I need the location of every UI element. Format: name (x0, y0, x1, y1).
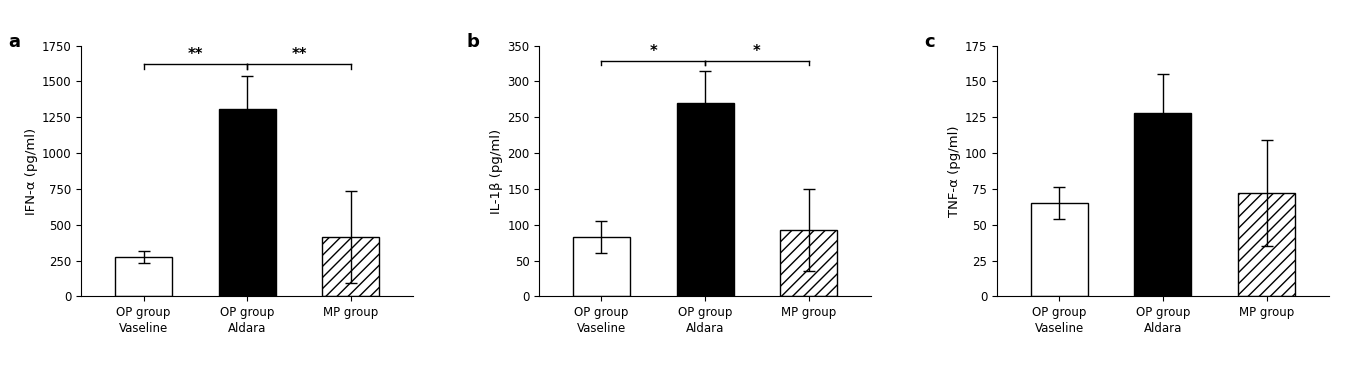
Text: *: * (650, 44, 658, 59)
Text: c: c (923, 33, 934, 51)
Bar (780, 230, 837, 296)
Bar (218, 109, 275, 296)
Bar (1135, 113, 1192, 296)
Bar (115, 257, 172, 296)
Bar (677, 103, 734, 296)
Y-axis label: IL-1β (pg/ml): IL-1β (pg/ml) (490, 128, 503, 214)
Bar (1238, 193, 1295, 296)
Text: b: b (466, 33, 479, 51)
Text: **: ** (292, 48, 306, 62)
Y-axis label: TNF-α (pg/ml): TNF-α (pg/ml) (948, 125, 961, 217)
Bar (574, 237, 631, 296)
Text: **: ** (187, 48, 203, 62)
Text: a: a (8, 33, 20, 51)
Text: *: * (753, 44, 761, 59)
Y-axis label: IFN-α (pg/ml): IFN-α (pg/ml) (24, 127, 38, 215)
Bar (1031, 203, 1088, 296)
Bar (323, 237, 380, 296)
